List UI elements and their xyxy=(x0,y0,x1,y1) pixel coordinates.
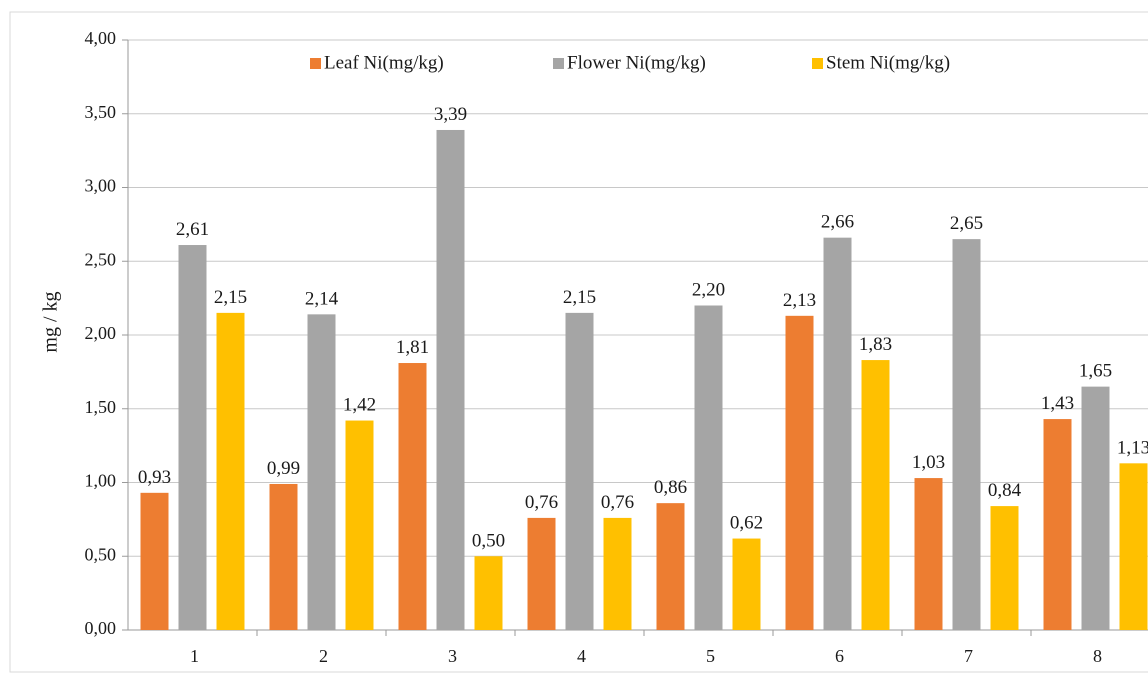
y-tick-label: 2,00 xyxy=(85,323,117,343)
data-label: 0,84 xyxy=(988,480,1022,501)
data-label: 0,86 xyxy=(654,477,687,498)
bar xyxy=(732,538,761,630)
bars xyxy=(140,129,1148,630)
bar xyxy=(1119,463,1148,630)
y-tick-label: 3,50 xyxy=(85,102,117,122)
y-tick-label: 1,00 xyxy=(85,471,117,491)
x-tick-label: 8 xyxy=(1093,646,1102,666)
x-tick-label: 2 xyxy=(319,646,328,666)
legend-swatch xyxy=(812,58,823,69)
y-tick-label: 0,50 xyxy=(85,544,117,564)
legend-label: Leaf Ni(mg/kg) xyxy=(324,52,444,73)
bar xyxy=(307,314,336,630)
data-label: 1,65 xyxy=(1079,361,1112,382)
bar xyxy=(952,239,981,630)
bar xyxy=(1043,419,1072,630)
bar xyxy=(345,420,374,630)
bar xyxy=(398,363,427,630)
x-tick-label: 4 xyxy=(577,646,586,666)
data-label: 0,76 xyxy=(525,492,558,513)
bar xyxy=(603,517,632,630)
x-tick-label: 6 xyxy=(835,646,844,666)
y-tick-label: 4,00 xyxy=(85,28,117,48)
legend-label: Flower Ni(mg/kg) xyxy=(567,52,706,73)
data-label: 1,81 xyxy=(396,337,429,358)
x-tick-label: 1 xyxy=(190,646,199,666)
data-label: 0,50 xyxy=(472,530,505,551)
data-label: 1,43 xyxy=(1041,393,1074,414)
bar xyxy=(216,312,245,630)
bar xyxy=(474,556,503,630)
data-label: 2,66 xyxy=(821,212,854,233)
y-axis-label: mg / kg xyxy=(40,291,62,352)
bar xyxy=(785,315,814,630)
bar xyxy=(565,312,594,630)
legend-label: Stem Ni(mg/kg) xyxy=(826,52,950,73)
data-label: 0,62 xyxy=(730,513,763,534)
data-label: 2,65 xyxy=(950,213,983,234)
data-label: 2,14 xyxy=(305,288,339,309)
bar xyxy=(178,245,207,630)
bar xyxy=(914,478,943,630)
bar xyxy=(694,305,723,630)
data-label: 1,03 xyxy=(912,452,945,473)
bar xyxy=(1081,386,1110,630)
gridlines xyxy=(122,39,1148,631)
data-label: 0,99 xyxy=(267,458,300,479)
x-axis-ticks: 1 2 3 4 5 6 7 8 xyxy=(190,630,1102,666)
data-labels: 0,93 2,61 2,15 0,99 2,14 1,42 1,81 3,39 0,50 0,76… xyxy=(138,104,1148,551)
y-axis-ticks: 0,00 0,50 1,00 1,50 2,00 2,50 3,00 3,50 4,00 xyxy=(85,28,117,638)
legend: Leaf Ni(mg/kg) Flower Ni(mg/kg) Stem Ni(mg… xyxy=(310,52,950,73)
data-label: 1,13 xyxy=(1117,437,1148,458)
x-tick-label: 3 xyxy=(448,646,457,666)
bar xyxy=(527,517,556,630)
data-label: 0,93 xyxy=(138,467,171,488)
legend-swatch xyxy=(310,58,321,69)
data-label: 2,15 xyxy=(563,287,596,308)
chart-border xyxy=(9,11,1148,673)
data-label: 1,83 xyxy=(859,334,892,355)
data-label: 3,39 xyxy=(434,104,467,125)
x-tick-label: 5 xyxy=(706,646,715,666)
data-label: 2,20 xyxy=(692,280,725,301)
bar xyxy=(990,506,1019,630)
bar xyxy=(656,503,685,630)
data-label: 2,61 xyxy=(176,219,209,240)
data-label: 2,15 xyxy=(214,287,247,308)
data-label: 0,76 xyxy=(601,492,634,513)
y-tick-label: 3,00 xyxy=(85,176,117,196)
legend-swatch xyxy=(553,58,564,69)
bar xyxy=(861,360,890,630)
bar xyxy=(823,237,852,630)
bar xyxy=(436,129,465,630)
data-label: 2,13 xyxy=(783,290,816,311)
y-tick-label: 0,00 xyxy=(85,618,117,638)
bar xyxy=(140,492,169,630)
data-label: 1,42 xyxy=(343,395,376,416)
y-tick-label: 2,50 xyxy=(85,249,117,269)
x-tick-label: 7 xyxy=(964,646,973,666)
bar xyxy=(269,483,298,630)
y-tick-label: 1,50 xyxy=(85,397,117,417)
